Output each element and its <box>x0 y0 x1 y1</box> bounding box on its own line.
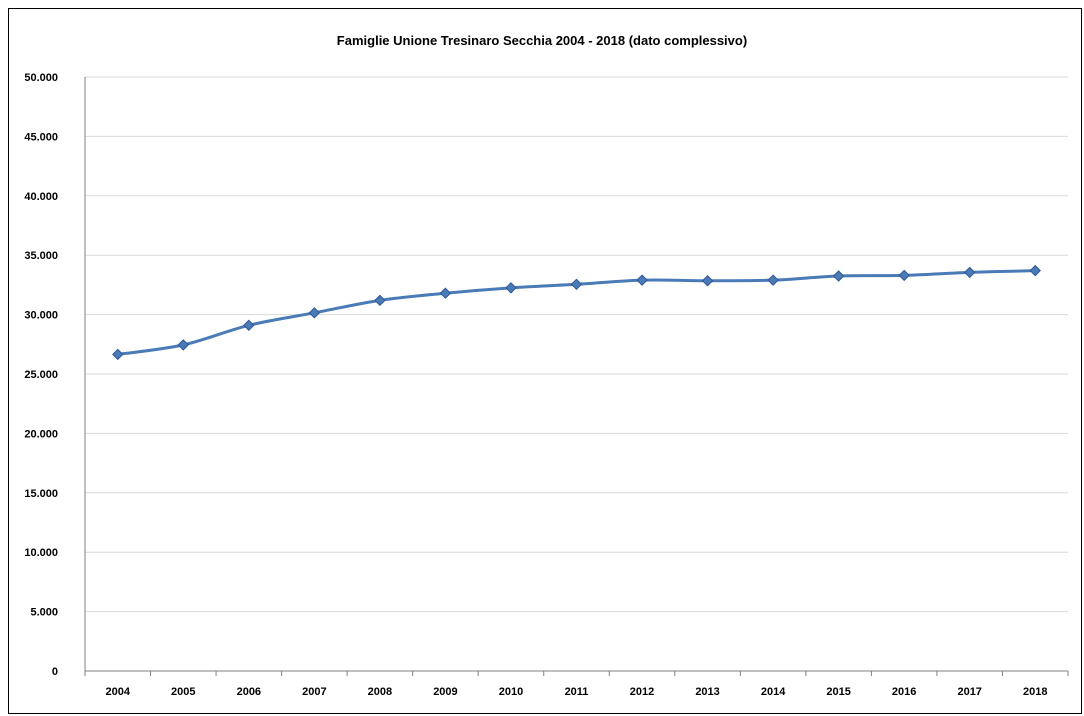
y-tick-label: 10.000 <box>24 547 58 559</box>
y-tick-label: 30.000 <box>24 310 58 322</box>
y-tick-label: 25.000 <box>24 369 58 381</box>
data-point-marker <box>374 294 386 307</box>
data-point-marker <box>1029 264 1041 277</box>
chart-title: Famiglie Unione Tresinaro Secchia 2004 -… <box>336 33 748 48</box>
y-tick-label: 35.000 <box>24 250 58 262</box>
data-point-marker <box>112 348 124 361</box>
x-tick-label: 2013 <box>695 686 719 698</box>
y-tick-label: 0 <box>52 666 58 678</box>
data-point-marker <box>898 269 910 282</box>
x-tick-label: 2004 <box>106 686 131 698</box>
gridlines <box>85 76 1068 613</box>
x-tick-label: 2010 <box>499 686 523 698</box>
x-tick-label: 2015 <box>826 686 850 698</box>
x-tick-label: 2018 <box>1023 686 1047 698</box>
data-point-marker <box>570 278 583 291</box>
data-point-marker <box>177 339 190 351</box>
y-tick-label: 15.000 <box>24 488 58 500</box>
data-point-marker <box>439 287 452 299</box>
data-point-marker <box>832 270 845 282</box>
y-axis-tick-labels: 0 5.000 10.000 15.000 20.000 25.000 30.000 35.0… <box>24 72 58 678</box>
series-layer <box>112 264 1041 361</box>
y-tick-label: 50.000 <box>24 72 58 84</box>
data-point-marker <box>505 282 517 294</box>
x-tick-label: 2007 <box>302 686 326 698</box>
y-tick-label: 45.000 <box>24 131 58 143</box>
x-tick-label: 2006 <box>237 686 261 698</box>
y-tick-label: 40.000 <box>24 191 58 203</box>
x-tick-label: 2009 <box>433 686 457 698</box>
x-tick-label: 2008 <box>368 686 392 698</box>
y-tick-label: 20.000 <box>24 428 58 440</box>
chart-frame <box>8 8 1082 714</box>
x-tick-label: 2017 <box>957 686 981 698</box>
x-tick-label: 2016 <box>892 686 916 698</box>
data-point-marker <box>963 266 976 279</box>
y-tick-label: 5.000 <box>30 607 58 619</box>
x-tick-label: 2011 <box>565 686 589 698</box>
x-tick-label: 2005 <box>171 686 195 698</box>
axes <box>84 77 1069 676</box>
x-tick-label: 2014 <box>761 686 786 698</box>
x-tick-label: 2012 <box>630 686 654 698</box>
data-point-marker <box>636 274 648 286</box>
data-point-marker <box>308 307 321 319</box>
x-axis-tick-labels: 2004 2005 2006 2007 2008 2009 2010 2011 2012 2013… <box>106 686 1048 698</box>
data-point-marker <box>767 274 779 286</box>
data-point-marker <box>701 275 714 287</box>
data-point-marker <box>243 319 255 331</box>
